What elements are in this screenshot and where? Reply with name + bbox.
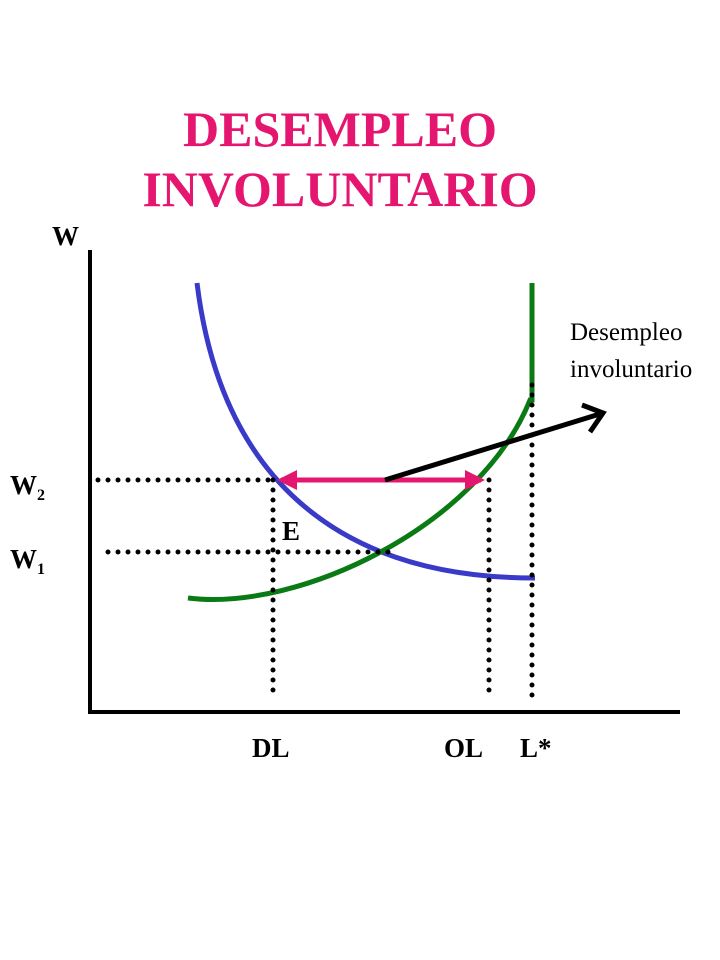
pointer-arrowhead xyxy=(581,402,607,434)
w2-main: W xyxy=(10,470,37,500)
ol-label: OL xyxy=(444,733,483,763)
e-label: E xyxy=(282,516,300,546)
annotation-line-1: Desempleo xyxy=(570,319,682,346)
w2-label: W2 xyxy=(10,470,45,504)
w1-main: W xyxy=(10,544,37,574)
pointer-arrow xyxy=(384,410,604,483)
y-axis-label: W xyxy=(52,221,79,251)
title-line-1: DESEMPLEO xyxy=(183,101,497,157)
supply-curve xyxy=(187,283,535,602)
w1-sub: 1 xyxy=(37,561,45,578)
dl-label: DL xyxy=(252,733,290,763)
annotation-line-2: involuntario xyxy=(570,356,692,383)
demand-curve xyxy=(194,282,536,581)
w2-sub: 2 xyxy=(37,487,45,504)
w1-label: W1 xyxy=(10,544,45,578)
title-line-2: INVOLUNTARIO xyxy=(142,161,537,217)
lstar-label: L* xyxy=(520,733,552,763)
